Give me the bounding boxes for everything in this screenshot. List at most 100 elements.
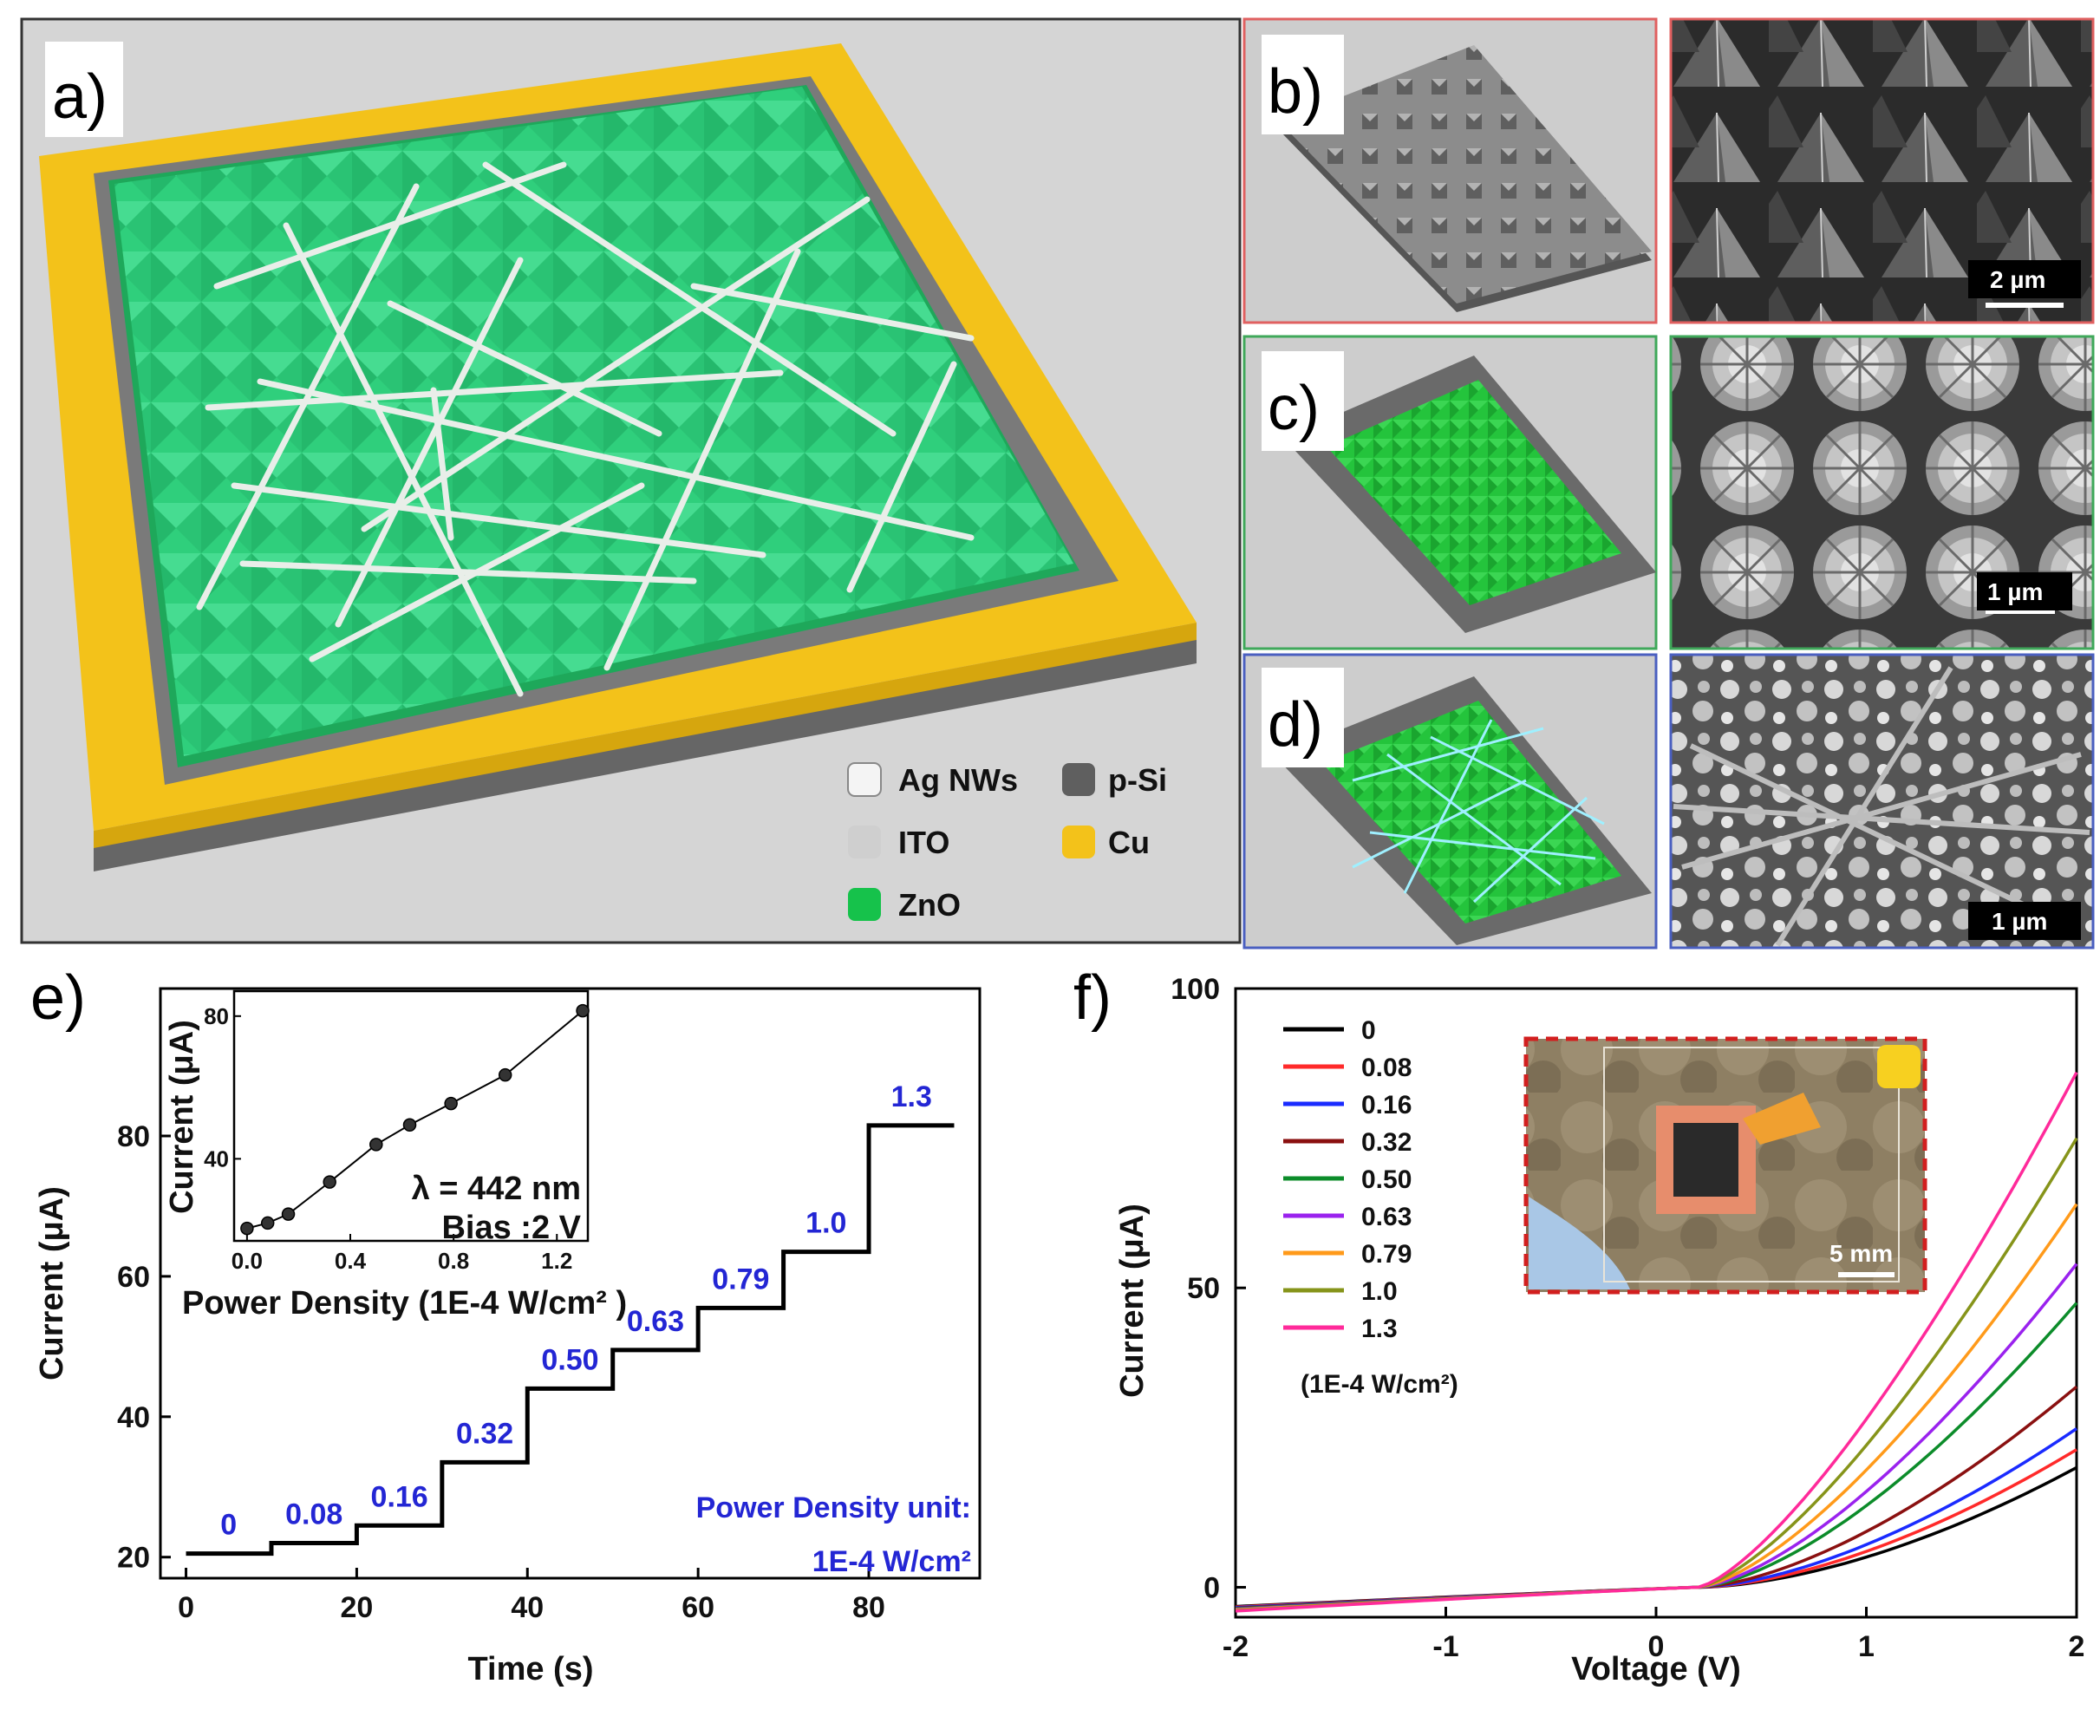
legend-label: 0.08 — [1361, 1054, 1412, 1082]
inset-x-tick-label: 0.4 — [335, 1248, 367, 1274]
x-tick-label: 20 — [340, 1591, 373, 1624]
legend-label: 0.79 — [1361, 1240, 1412, 1269]
panel-d-sem-image — [1669, 653, 2095, 950]
nanowire — [387, 300, 662, 437]
y-tick-label: 80 — [117, 1120, 150, 1153]
kapton-tape — [1743, 1093, 1821, 1145]
chart-e-xlabel: Time (s) — [467, 1651, 593, 1687]
legend-label: ZnO — [898, 887, 961, 923]
inset-point — [444, 1096, 458, 1111]
device-photo-inset: 5 mm — [1523, 1036, 1927, 1295]
chart-f-legend: 0 0.08 0.16 0.32 0.50 0.63 0.79 1.0 1.3 — [1283, 1016, 1412, 1343]
nanowire — [205, 369, 784, 411]
nanowire — [213, 161, 567, 290]
device-active-area — [1673, 1123, 1738, 1197]
y-tick-label: 50 — [1187, 1272, 1220, 1305]
x-tick-label: -2 — [1223, 1630, 1249, 1663]
y-tick-label: 60 — [117, 1261, 150, 1294]
panel-a-label-box — [45, 42, 123, 137]
panel-a-label: a) — [52, 62, 108, 132]
panel-a-legend: Ag NWs p-Si ITO Cu ZnO — [847, 762, 1167, 923]
y-tick-label: 40 — [117, 1401, 150, 1434]
inset-point — [281, 1207, 296, 1221]
panel-d: d) 1 µm — [1242, 653, 2095, 950]
panel-e-label: e) — [30, 963, 86, 1033]
step-label: 0.32 — [456, 1417, 513, 1450]
textured-si-surface — [1279, 45, 1652, 303]
chart-e-ticks: 0 20 40 60 80 20 40 60 80 — [117, 1120, 885, 1624]
chart-f-ylabel: Current (μA) — [1114, 1204, 1151, 1398]
legend-label: 1.0 — [1361, 1277, 1398, 1306]
ag-nanowire-network — [196, 161, 975, 697]
legend-unit: (1E-4 W/cm²) — [1301, 1370, 1458, 1399]
legend-label: 0.50 — [1361, 1165, 1412, 1194]
nanowire — [361, 196, 871, 532]
nanowire — [231, 482, 766, 558]
legend-item: Ag NWs — [847, 762, 1018, 798]
legend-item: ITO — [848, 825, 949, 860]
panel-c-label: c) — [1268, 374, 1320, 443]
x-tick-label: 0 — [1648, 1630, 1665, 1663]
sem-nanowires — [1673, 666, 2090, 947]
x-tick-label: -1 — [1432, 1630, 1458, 1663]
power-density-note-line1: Power Density unit: — [696, 1491, 971, 1524]
cu-frame-edge — [94, 623, 1197, 848]
x-tick-label: 40 — [511, 1591, 544, 1624]
legend-swatch — [848, 888, 881, 921]
nanowire — [309, 482, 645, 662]
x-tick-label: 60 — [682, 1591, 714, 1624]
panel-f-label: f) — [1073, 963, 1112, 1033]
inset-point — [498, 1067, 512, 1082]
step-labels: 0 0.08 0.16 0.32 0.50 0.63 0.79 1.0 1.3 — [220, 1080, 932, 1542]
inset-point — [402, 1118, 417, 1132]
iv-curve-1.3 — [1235, 1071, 2078, 1613]
legend-label: 0.63 — [1361, 1203, 1412, 1231]
chart-f-ticks: -2 -1 0 1 2 0 50 100 — [1171, 973, 2084, 1663]
ag-nanowires — [1352, 719, 1605, 904]
step-label: 0.79 — [712, 1263, 769, 1295]
power-density-note-line2: 1E-4 W/cm² — [812, 1545, 971, 1578]
x-tick-label: 1 — [1858, 1630, 1875, 1663]
legend-swatch — [1062, 826, 1095, 858]
legend-swatch — [848, 826, 881, 858]
nanowire — [430, 387, 454, 541]
panel-d-label-box — [1262, 668, 1344, 767]
panel-b-label: b) — [1268, 57, 1323, 127]
step-current-trace — [186, 1123, 955, 1557]
legend-swatch — [1062, 763, 1095, 796]
panel-a: a) — [20, 17, 1242, 944]
nanowire — [690, 283, 975, 342]
step-label: 0.50 — [541, 1343, 598, 1376]
panel-b-label-box — [1262, 35, 1344, 134]
nanowire — [283, 222, 524, 697]
panel-f: f) -2 -1 0 1 2 0 50 100 0 0.08 0.16 0.32 0.50 0.63 0.… — [1073, 963, 2084, 1687]
photo-scale-label: 5 mm — [1829, 1240, 1893, 1267]
glass-substrate — [1603, 1047, 1900, 1282]
inset-y-tick-label: 80 — [204, 1003, 229, 1029]
inset-xlabel: Power Density (1E-4 W/cm² ) — [182, 1285, 627, 1322]
chart-f-xlabel: Voltage (V) — [1571, 1651, 1741, 1687]
scale-bar-label: 2 µm — [1990, 266, 2045, 293]
scale-bar-label-bg — [1977, 572, 2072, 610]
panel-c-label-box — [1262, 351, 1344, 451]
inset-point — [323, 1175, 336, 1189]
legend-label: Ag NWs — [898, 762, 1018, 798]
legend-item: p-Si — [1062, 762, 1167, 798]
step-label: 0 — [220, 1509, 237, 1542]
inset-annotation-wavelength: λ = 442 nm — [412, 1171, 581, 1207]
panel-e: e) 0 20 40 60 80 20 40 60 80 0 0.08 0.16 0.32 0.50 0.… — [30, 963, 982, 1687]
inset-x-tick-label: 1.2 — [541, 1248, 572, 1274]
step-label: 0.16 — [371, 1480, 428, 1513]
inset-point — [576, 1003, 590, 1018]
step-label: 0.63 — [627, 1305, 684, 1338]
legend-label: 0 — [1361, 1016, 1376, 1045]
scale-bar-label: 1 µm — [1992, 908, 2047, 935]
step-label: 1.0 — [805, 1207, 846, 1240]
nanowire — [482, 161, 897, 437]
device-3d-illustration — [39, 43, 1197, 871]
y-tick-label: 20 — [117, 1542, 150, 1575]
y-tick-label: 100 — [1171, 973, 1220, 1006]
inset-point — [240, 1221, 254, 1236]
chart-e-frame — [159, 987, 982, 1580]
